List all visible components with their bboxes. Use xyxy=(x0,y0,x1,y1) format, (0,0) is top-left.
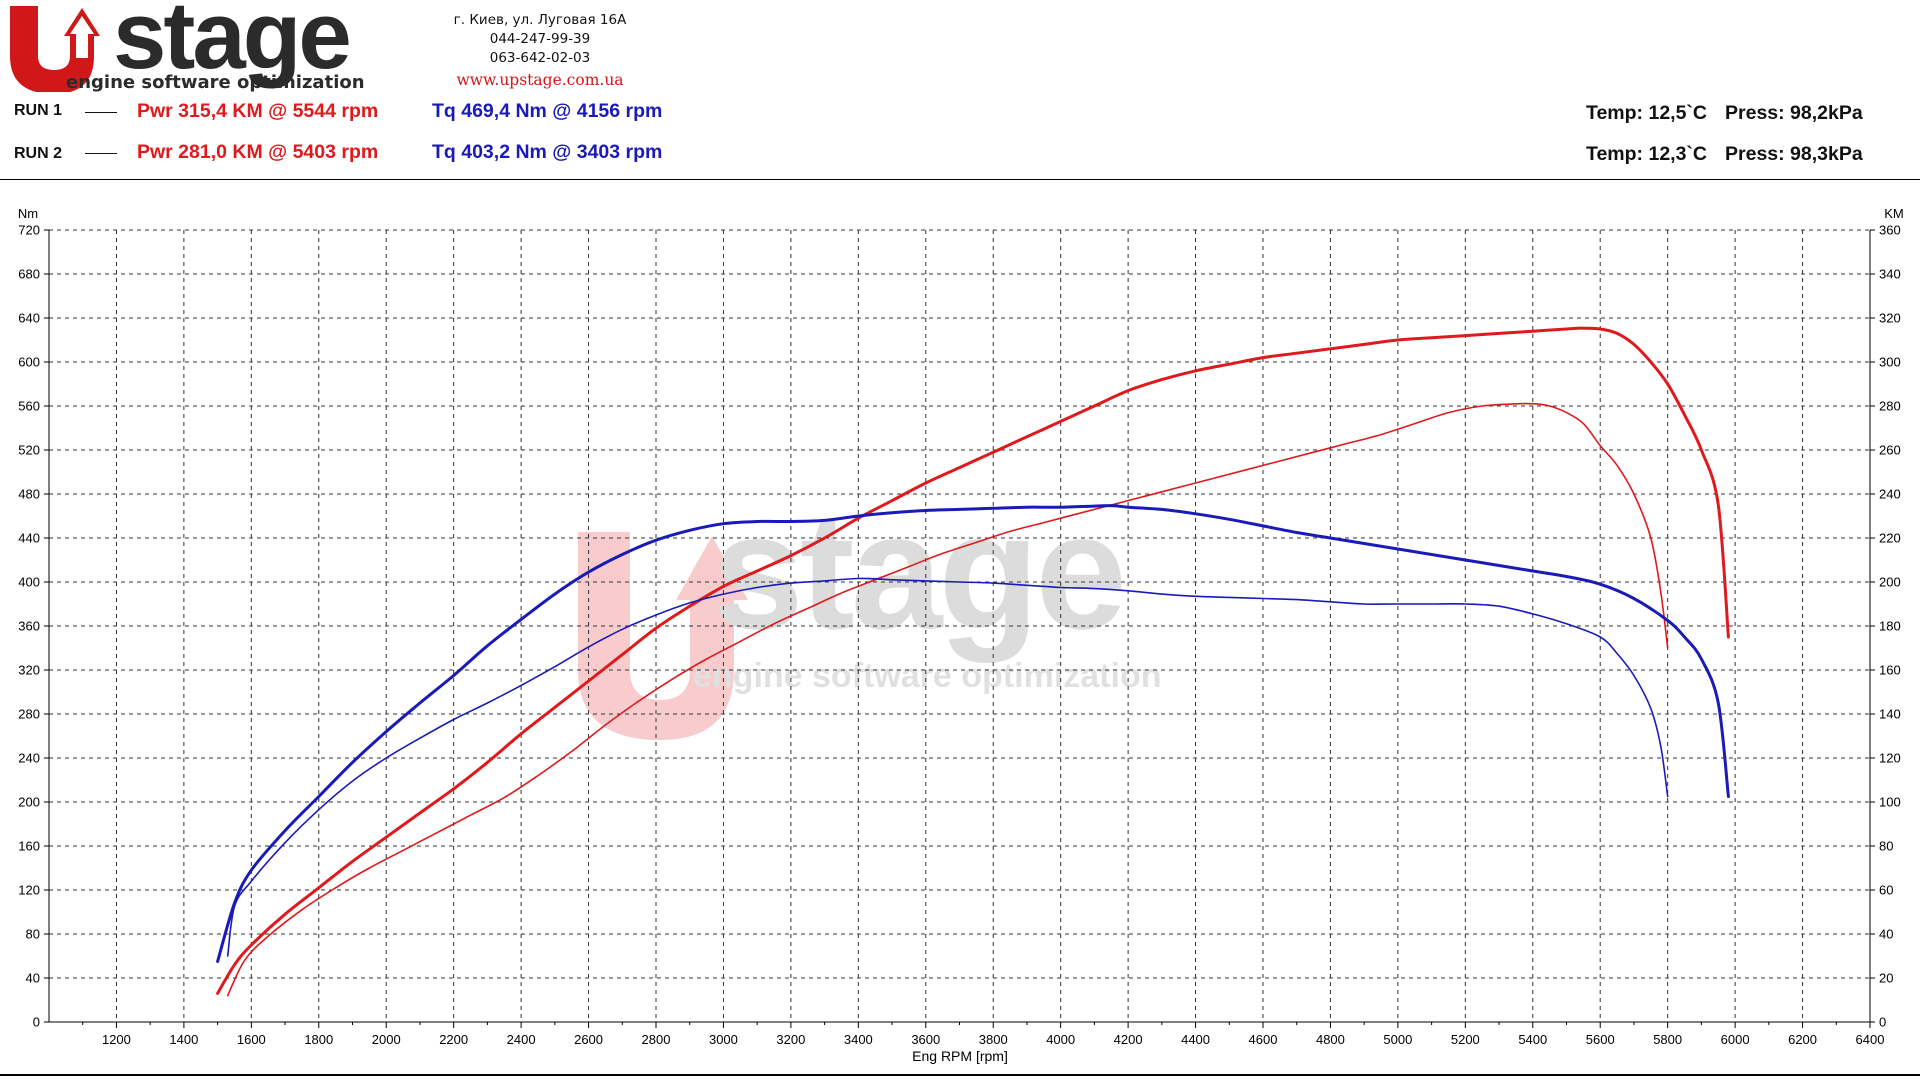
x-tick-label: 5400 xyxy=(1518,1032,1547,1047)
x-tick-label: 6000 xyxy=(1721,1032,1750,1047)
y-right-tick-label: 60 xyxy=(1879,883,1893,898)
y-left-tick-label: 360 xyxy=(18,619,40,634)
x-tick-label: 1600 xyxy=(237,1032,266,1047)
y-left-tick-label: 280 xyxy=(18,707,40,722)
logo-tagline: engine software optimization xyxy=(66,72,365,93)
run2-power: Pwr 281,0 KM @ 5403 rpm xyxy=(137,141,379,163)
y-left-tick-label: 160 xyxy=(18,839,40,854)
x-tick-label: 1800 xyxy=(304,1032,333,1047)
run1-temp: Temp: 12,5`C xyxy=(1586,102,1707,124)
y-left-tick-label: 600 xyxy=(18,355,40,370)
phone-line-1: 044-247-99-39 xyxy=(489,31,591,47)
y-right-tick-label: 340 xyxy=(1879,267,1901,282)
y-right-tick-label: 180 xyxy=(1879,619,1901,634)
run1-line-sample xyxy=(85,112,117,113)
y-right-tick-label: 120 xyxy=(1879,751,1901,766)
x-tick-label: 4200 xyxy=(1114,1032,1143,1047)
dyno-chart: stage engine software optimization 1200 1… xyxy=(18,206,1904,1064)
y-left-tick-label: 0 xyxy=(33,1015,40,1030)
x-tick-label: 5600 xyxy=(1586,1032,1615,1047)
x-tick-label: 3400 xyxy=(844,1032,873,1047)
run2-press: Press: 98,3kPa xyxy=(1725,143,1863,165)
torque-curve-run2 xyxy=(226,577,1669,957)
y-right-tick-label: 160 xyxy=(1879,663,1901,678)
y-right-tick-label: 240 xyxy=(1879,487,1901,502)
x-tick-label: 2800 xyxy=(642,1032,671,1047)
y-right-label: KM xyxy=(1884,206,1904,221)
y-left-tick-label: 560 xyxy=(18,399,40,414)
y-left-label: Nm xyxy=(18,206,38,221)
power-curve-run1 xyxy=(216,326,1730,995)
y-left-tick-label: 480 xyxy=(18,487,40,502)
y-right-tick-label: 320 xyxy=(1879,311,1901,326)
y-left-tick-label: 80 xyxy=(26,927,40,942)
torque-curve-run1 xyxy=(216,504,1730,963)
y-right-tick-label: 200 xyxy=(1879,575,1901,590)
x-tick-label: 5200 xyxy=(1451,1032,1480,1047)
chart-frame-bottom xyxy=(0,1074,1920,1076)
x-tick-label: 3200 xyxy=(776,1032,805,1047)
y-left-tick-label: 720 xyxy=(18,223,40,238)
y-right-tick-label: 20 xyxy=(1879,971,1893,986)
y-left-tick-label: 520 xyxy=(18,443,40,458)
run1-torque: Tq 469,4 Nm @ 4156 rpm xyxy=(432,100,663,122)
x-tick-label: 3800 xyxy=(979,1032,1008,1047)
x-tick-label: 4800 xyxy=(1316,1032,1345,1047)
run1-power: Pwr 315,4 KM @ 5544 rpm xyxy=(137,100,379,122)
x-tick-label: 4000 xyxy=(1046,1032,1075,1047)
x-tick-label: 3600 xyxy=(911,1032,940,1047)
y-right-tick-label: 220 xyxy=(1879,531,1901,546)
x-tick-label: 3000 xyxy=(709,1032,738,1047)
address-line: г. Киев, ул. Луговая 16А xyxy=(453,12,627,28)
logo-wordmark: stage xyxy=(113,0,352,89)
x-tick-label: 1200 xyxy=(102,1032,131,1047)
y-right-tick-label: 80 xyxy=(1879,839,1893,854)
y-left-tick-label: 320 xyxy=(18,663,40,678)
x-tick-label: 1400 xyxy=(169,1032,198,1047)
x-tick-label: 5000 xyxy=(1383,1032,1412,1047)
x-tick-label: 4600 xyxy=(1249,1032,1278,1047)
y-left-tick-label: 640 xyxy=(18,311,40,326)
run2-temp: Temp: 12,3`C xyxy=(1586,143,1707,165)
x-tick-label: 5800 xyxy=(1653,1032,1682,1047)
run2-label: RUN 2 xyxy=(14,145,63,162)
y-left-tick-label: 40 xyxy=(26,971,40,986)
website-link[interactable]: www.upstage.com.ua xyxy=(456,71,624,89)
y-right-tick-label: 280 xyxy=(1879,399,1901,414)
x-tick-label: 4400 xyxy=(1181,1032,1210,1047)
watermark-u-icon xyxy=(578,532,748,740)
x-tick-label: 6400 xyxy=(1856,1032,1885,1047)
y-left-tick-label: 680 xyxy=(18,267,40,282)
chart-frame-top xyxy=(0,179,1920,180)
y-right-tick-label: 100 xyxy=(1879,795,1901,810)
run2-torque: Tq 403,2 Nm @ 3403 rpm xyxy=(432,141,663,163)
y-right-tick-label: 40 xyxy=(1879,927,1893,942)
x-tick-label: 2600 xyxy=(574,1032,603,1047)
watermark-tagline: engine software optimization xyxy=(693,657,1161,695)
y-left-tick-label: 200 xyxy=(18,795,40,810)
y-left-tick-label: 400 xyxy=(18,575,40,590)
y-right-tick-label: 360 xyxy=(1879,223,1901,238)
y-left-tick-label: 240 xyxy=(18,751,40,766)
x-tick-label: 2200 xyxy=(439,1032,468,1047)
x-tick-label: 2000 xyxy=(372,1032,401,1047)
run1-label: RUN 1 xyxy=(14,102,63,119)
power-curve-run2 xyxy=(226,402,1669,997)
x-tick-label: 2400 xyxy=(507,1032,536,1047)
y-left-tick-label: 440 xyxy=(18,531,40,546)
watermark: stage engine software optimization xyxy=(578,479,1161,740)
y-left-tick-label: 120 xyxy=(18,883,40,898)
run2-line-sample xyxy=(85,153,117,154)
x-tick-label: 6200 xyxy=(1788,1032,1817,1047)
y-right-tick-label: 300 xyxy=(1879,355,1901,370)
upstage-logo-u-icon xyxy=(10,6,100,92)
phone-line-2: 063-642-02-03 xyxy=(489,50,591,66)
y-right-tick-label: 0 xyxy=(1879,1015,1886,1030)
x-axis-label: Eng RPM [rpm] xyxy=(912,1048,1008,1064)
y-right-tick-label: 260 xyxy=(1879,443,1901,458)
run1-press: Press: 98,2kPa xyxy=(1725,102,1863,124)
y-right-tick-label: 140 xyxy=(1879,707,1901,722)
